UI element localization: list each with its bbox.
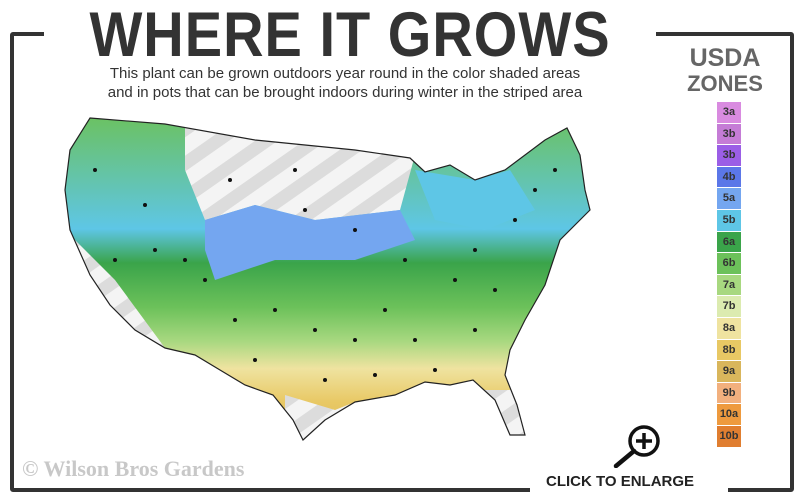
striped-area-north: [185, 120, 415, 220]
city-dot: [313, 328, 317, 332]
city-dot: [533, 188, 537, 192]
city-dot: [323, 378, 327, 382]
city-dot: [183, 258, 187, 262]
legend-zone-3a: 3a: [717, 102, 741, 123]
city-dot: [383, 308, 387, 312]
striped-area-florida: [485, 390, 535, 440]
city-dot: [553, 168, 557, 172]
frame-gap: [44, 24, 656, 44]
click-to-enlarge-button[interactable]: CLICK TO ENLARGE: [530, 424, 728, 494]
legend-title-line: USDA: [689, 44, 761, 72]
legend-zone-3b: 3b: [717, 145, 741, 166]
city-dot: [373, 373, 377, 377]
legend-zone-8b: 8b: [717, 339, 741, 361]
city-dot: [473, 328, 477, 332]
city-dot: [253, 358, 257, 362]
city-dot: [353, 338, 357, 342]
subtitle: This plant can be grown outdoors year ro…: [40, 64, 650, 102]
legend-zone-6a: 6a: [717, 231, 741, 253]
city-dot: [473, 248, 477, 252]
legend-zone-5b: 5b: [717, 209, 741, 231]
city-dot: [93, 168, 97, 172]
zone-band-5b: [415, 170, 535, 230]
legend-zone-5a: 5a: [717, 188, 741, 209]
city-dot: [513, 218, 517, 222]
legend-zone-9b: 9b: [717, 382, 741, 404]
city-dot: [433, 368, 437, 372]
legend-zone-10b: 10b: [717, 425, 741, 447]
city-dot: [493, 288, 497, 292]
city-dot: [453, 278, 457, 282]
city-dot: [293, 168, 297, 172]
city-dot: [113, 258, 117, 262]
legend-zone-7b: 7b: [717, 296, 741, 317]
subtitle-line: and in pots that can be brought indoors …: [107, 84, 583, 101]
click-to-enlarge-label: CLICK TO ENLARGE: [546, 473, 695, 490]
legend-zone-8a: 8a: [717, 317, 741, 339]
zone-legend: 3a 3b 3b 4b 5a 5b 6a 6b 7a 7b 8a 8b 9a 9b 10a 10b: [717, 102, 741, 448]
city-dot: [303, 208, 307, 212]
page-title: WHERE IT GROWS: [89, 0, 611, 70]
legend-zone-10a: 10a: [717, 404, 741, 425]
legend-zone-7a: 7a: [717, 274, 741, 296]
zoom-in-icon: [613, 425, 660, 468]
legend-zone-9a: 9a: [717, 361, 741, 382]
legend-zone-3b: 3b: [717, 123, 741, 145]
city-dot: [413, 338, 417, 342]
zone-band-5a: [205, 205, 415, 280]
city-dot: [203, 278, 207, 282]
legend-title: USDA ZONES: [670, 44, 780, 97]
legend-title-line: ZONES: [687, 71, 763, 96]
city-dot: [153, 248, 157, 252]
subtitle-line: This plant can be grown outdoors year ro…: [109, 65, 581, 82]
city-dot: [273, 308, 277, 312]
legend-zone-6b: 6b: [717, 253, 741, 274]
city-dot: [403, 258, 407, 262]
frame-gap: [530, 478, 728, 498]
city-dot: [228, 178, 232, 182]
legend-zone-4b: 4b: [717, 166, 741, 188]
city-dot: [353, 228, 357, 232]
city-dot: [233, 318, 237, 322]
watermark: © Wilson Bros Gardens: [22, 456, 245, 481]
city-dot: [143, 203, 147, 207]
us-zone-map[interactable]: [55, 110, 595, 450]
